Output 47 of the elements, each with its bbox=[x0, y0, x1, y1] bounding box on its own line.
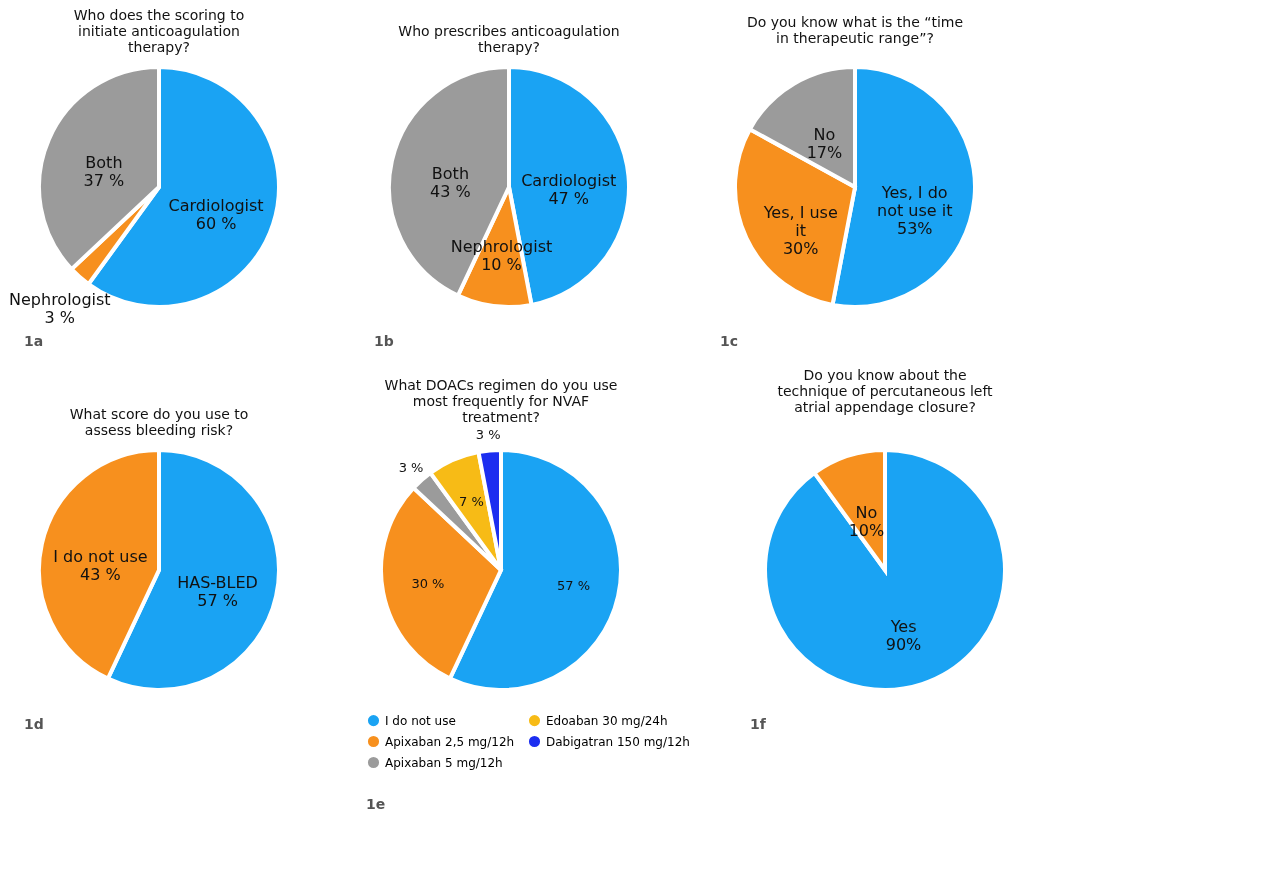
slice-label: Nephrologist bbox=[9, 289, 111, 309]
slice-label: No bbox=[813, 125, 836, 145]
data-label: 30 % bbox=[411, 575, 445, 591]
slice-label: HAS-BLED bbox=[177, 573, 258, 593]
legend-label: Dabigatran 150 mg/12h bbox=[546, 734, 690, 749]
legend-label: I do not use bbox=[385, 713, 456, 728]
data-label: 17% bbox=[806, 143, 843, 163]
chart-title: Who does the scoring to initiate anticoagulation therapy? bbox=[73, 7, 245, 55]
text: 1d bbox=[24, 716, 44, 732]
data-label: 60 % bbox=[195, 213, 237, 233]
chart-title: Do you know what is the “time in therapeutic range”? bbox=[746, 13, 964, 46]
text: 1c bbox=[720, 333, 739, 349]
text: 1f bbox=[750, 716, 767, 732]
data-label: 43 % bbox=[80, 564, 121, 584]
data-label: 37 % bbox=[83, 171, 125, 191]
slice-label: Cardiologist bbox=[521, 171, 617, 191]
text: 1e bbox=[366, 796, 386, 812]
legend-label: Apixaban 5 mg/12h bbox=[385, 755, 503, 770]
data-label: 10 % bbox=[481, 254, 522, 274]
data-label: 7 % bbox=[459, 493, 484, 509]
slice-label: Yes bbox=[889, 617, 917, 637]
slice-label: Both bbox=[85, 153, 123, 173]
data-label: 3 % bbox=[44, 307, 76, 327]
text: 1b bbox=[374, 333, 394, 349]
data-label: 57 % bbox=[197, 591, 238, 611]
data-label: 43 % bbox=[430, 181, 471, 201]
slice-label: Both bbox=[431, 163, 470, 183]
slice-label: Cardiologist bbox=[168, 195, 264, 215]
chart-title: Who prescribes anticoagulation therapy? bbox=[398, 23, 620, 55]
chart-title: What score do you use to assess bleeding risk? bbox=[69, 406, 249, 438]
slice-label: Nephrologist bbox=[450, 236, 553, 256]
slice-label: Yes, I do not use it bbox=[877, 182, 953, 220]
data-label: 30% bbox=[782, 238, 819, 258]
chart-title: What DOACs regimen do you use most frequently for NVAF treatment? bbox=[384, 376, 618, 425]
legend-label: Edoaban 30 mg/24h bbox=[546, 713, 668, 728]
data-label: 3 % bbox=[398, 459, 424, 475]
text: 1a bbox=[24, 333, 44, 349]
data-label: 3 % bbox=[475, 426, 501, 442]
legend-label: Apixaban 2,5 mg/12h bbox=[385, 734, 515, 749]
slice-label: I do not use bbox=[53, 546, 148, 566]
data-label: 53% bbox=[896, 218, 933, 238]
chart-title: Do you know about the technique of percutaneous left atrial appendage closure? bbox=[777, 367, 994, 416]
slice-label: No bbox=[855, 502, 878, 522]
data-label: 47 % bbox=[548, 189, 590, 209]
data-label: 90% bbox=[885, 635, 922, 655]
slice-label: Yes, I use it bbox=[762, 202, 838, 240]
data-label: 57 % bbox=[557, 578, 591, 594]
